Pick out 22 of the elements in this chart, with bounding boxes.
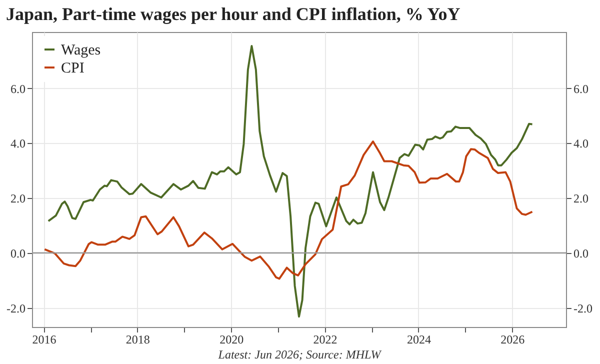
y-tick-label: 0.0 xyxy=(10,246,26,260)
y-tick-label: 4.0 xyxy=(10,136,26,151)
x-tick-label: 2024 xyxy=(406,332,431,346)
x-tick-label: 2018 xyxy=(126,332,150,346)
line-series xyxy=(47,44,534,318)
x-tick-label: 2022 xyxy=(313,332,338,346)
y-tick-label: 2.0 xyxy=(10,192,26,206)
y2-tick-label: 2.0 xyxy=(574,192,588,206)
text: Latest: Jun 2026; Source: MHLW xyxy=(217,348,382,362)
line-series xyxy=(44,140,534,280)
y2-tick-label: -2.0 xyxy=(574,301,592,316)
legend-label: Wages xyxy=(61,42,101,58)
x-tick-label: 2026 xyxy=(500,332,525,346)
y-tick-label: 6.0 xyxy=(10,82,26,96)
y2-tick-label: 6.0 xyxy=(574,82,588,96)
y2-tick-label: 0.0 xyxy=(574,246,588,260)
y2-tick-label: 4.0 xyxy=(574,136,588,151)
legend-label: CPI xyxy=(61,60,84,76)
x-tick-label: 2020 xyxy=(220,332,244,346)
y-tick-label: -2.0 xyxy=(6,301,26,316)
chart-title: Japan, Part-time wages per hour and CPI inflation, % YoY xyxy=(6,4,460,24)
x-tick-label: 2016 xyxy=(32,332,56,346)
